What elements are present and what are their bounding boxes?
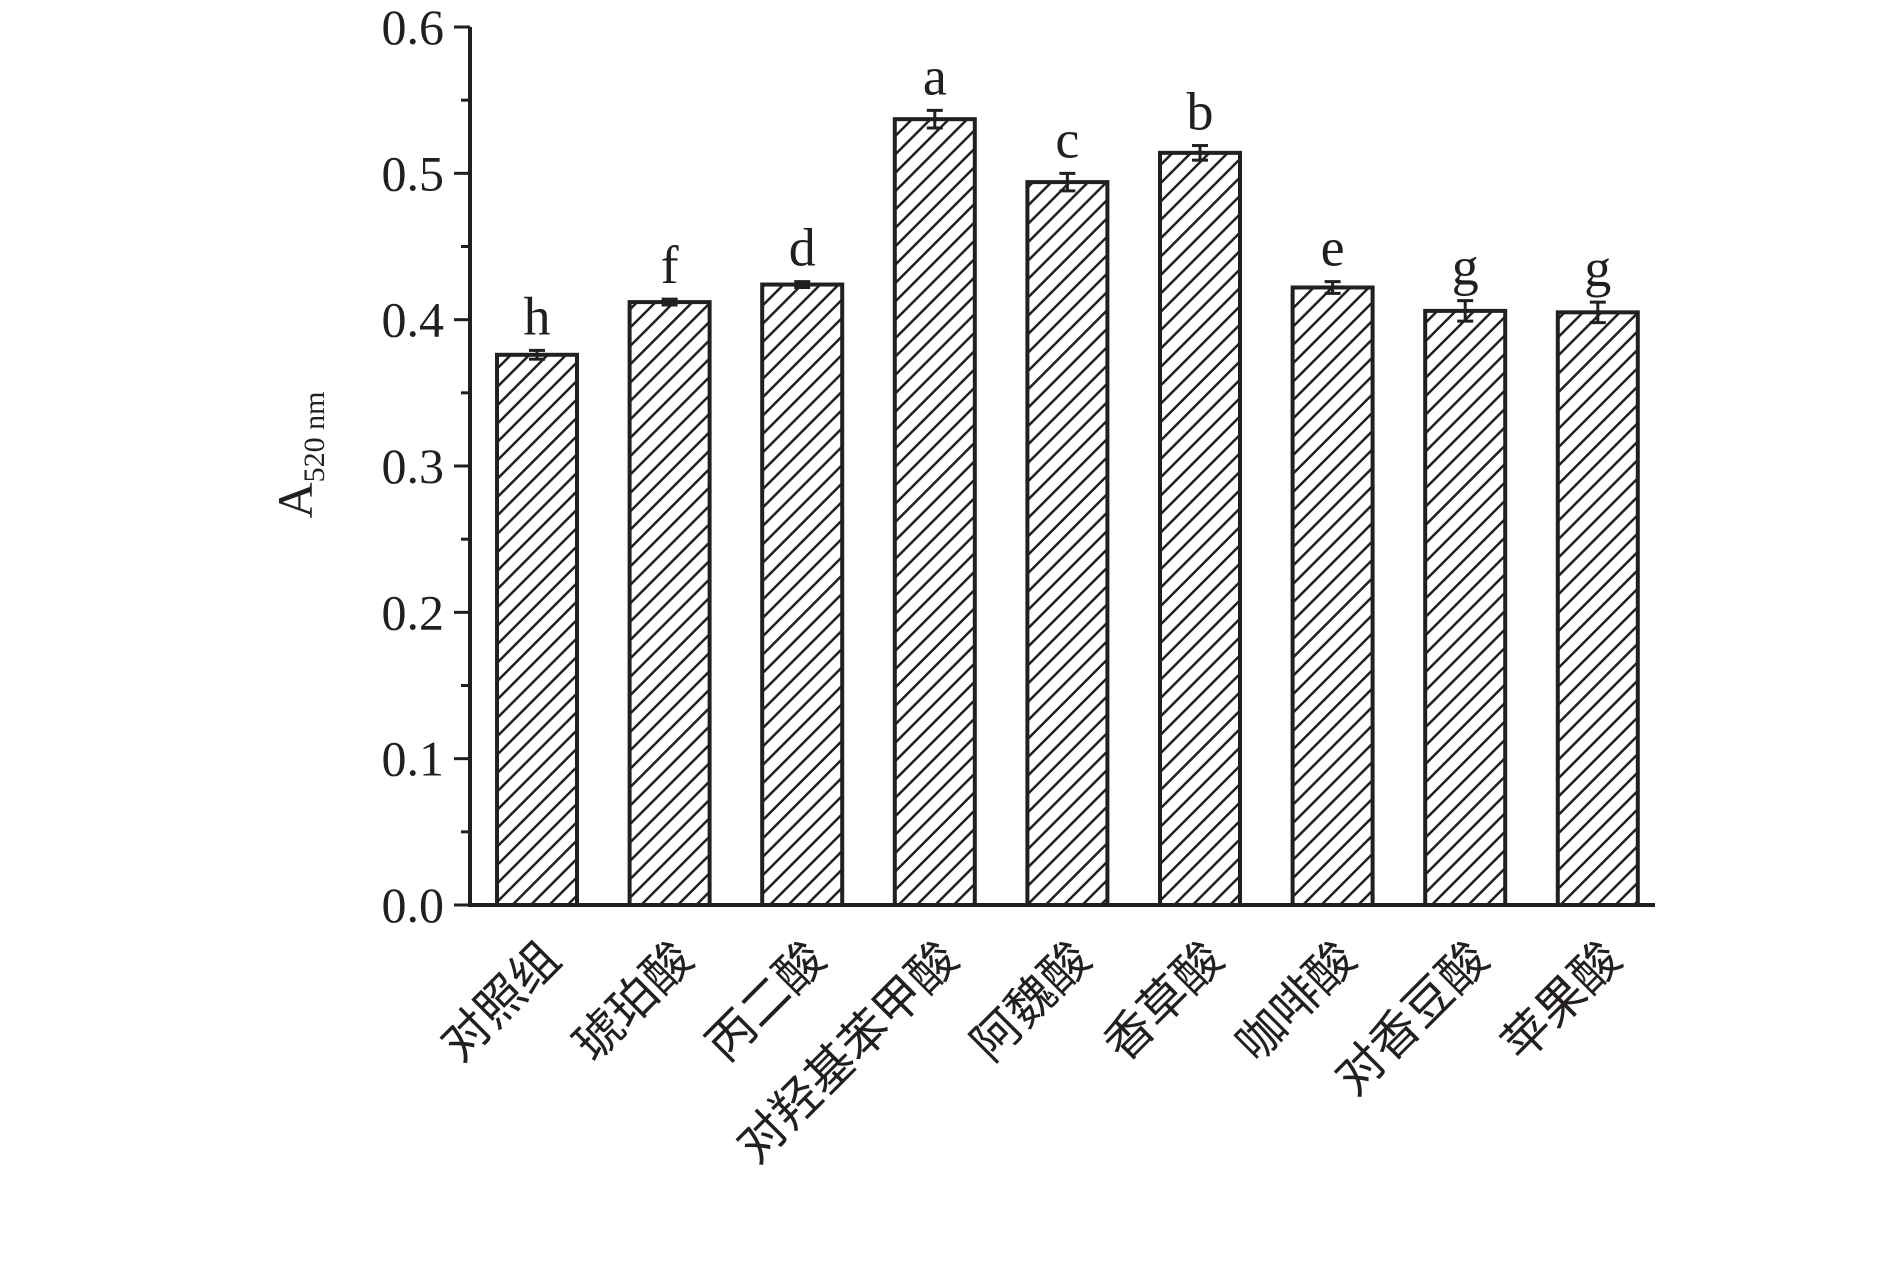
y-tick-label: 0.5 bbox=[382, 145, 445, 201]
significance-label: f bbox=[661, 235, 679, 295]
y-tick-label: 0.6 bbox=[382, 0, 445, 55]
significance-label: g bbox=[1584, 238, 1611, 298]
category-label: 苹果酸 bbox=[1491, 931, 1632, 1072]
y-tick-label: 0.4 bbox=[382, 292, 445, 348]
y-tick-label: 0.2 bbox=[382, 584, 445, 640]
bar bbox=[1025, 180, 1110, 907]
bar bbox=[1158, 150, 1242, 907]
bar bbox=[1555, 310, 1640, 908]
significance-label: h bbox=[524, 286, 551, 346]
y-axis: 0.0 0.1 0.2 0.3 0.4 0.5 0.6 bbox=[382, 0, 472, 933]
bar bbox=[760, 282, 845, 907]
y-axis-title: A520 nm bbox=[267, 392, 331, 519]
bar bbox=[1290, 285, 1375, 907]
significance-labels-group: h f d a c b e g g bbox=[524, 46, 1612, 346]
y-tick-label: 0.3 bbox=[382, 438, 445, 494]
error-bars-group bbox=[529, 108, 1606, 361]
bar bbox=[892, 117, 977, 907]
y-axis-title-main: A bbox=[267, 482, 323, 518]
category-label: 香草酸 bbox=[1093, 931, 1234, 1072]
significance-label: g bbox=[1452, 237, 1479, 297]
category-label: 阿魏酸 bbox=[960, 931, 1101, 1072]
category-label: 对照组 bbox=[430, 931, 571, 1072]
category-label: 琥珀酸 bbox=[563, 931, 704, 1072]
bar bbox=[495, 352, 579, 907]
y-tick-label: 0.0 bbox=[382, 877, 445, 933]
significance-label: a bbox=[923, 46, 947, 106]
significance-label: b bbox=[1187, 82, 1214, 142]
bar bbox=[1423, 308, 1508, 907]
y-axis-title-subscript: 520 nm bbox=[298, 392, 331, 483]
y-tick-label: 0.1 bbox=[382, 731, 445, 787]
bar bbox=[627, 300, 712, 907]
significance-label: e bbox=[1321, 218, 1345, 278]
significance-label: d bbox=[789, 218, 816, 278]
significance-label: c bbox=[1055, 109, 1079, 169]
